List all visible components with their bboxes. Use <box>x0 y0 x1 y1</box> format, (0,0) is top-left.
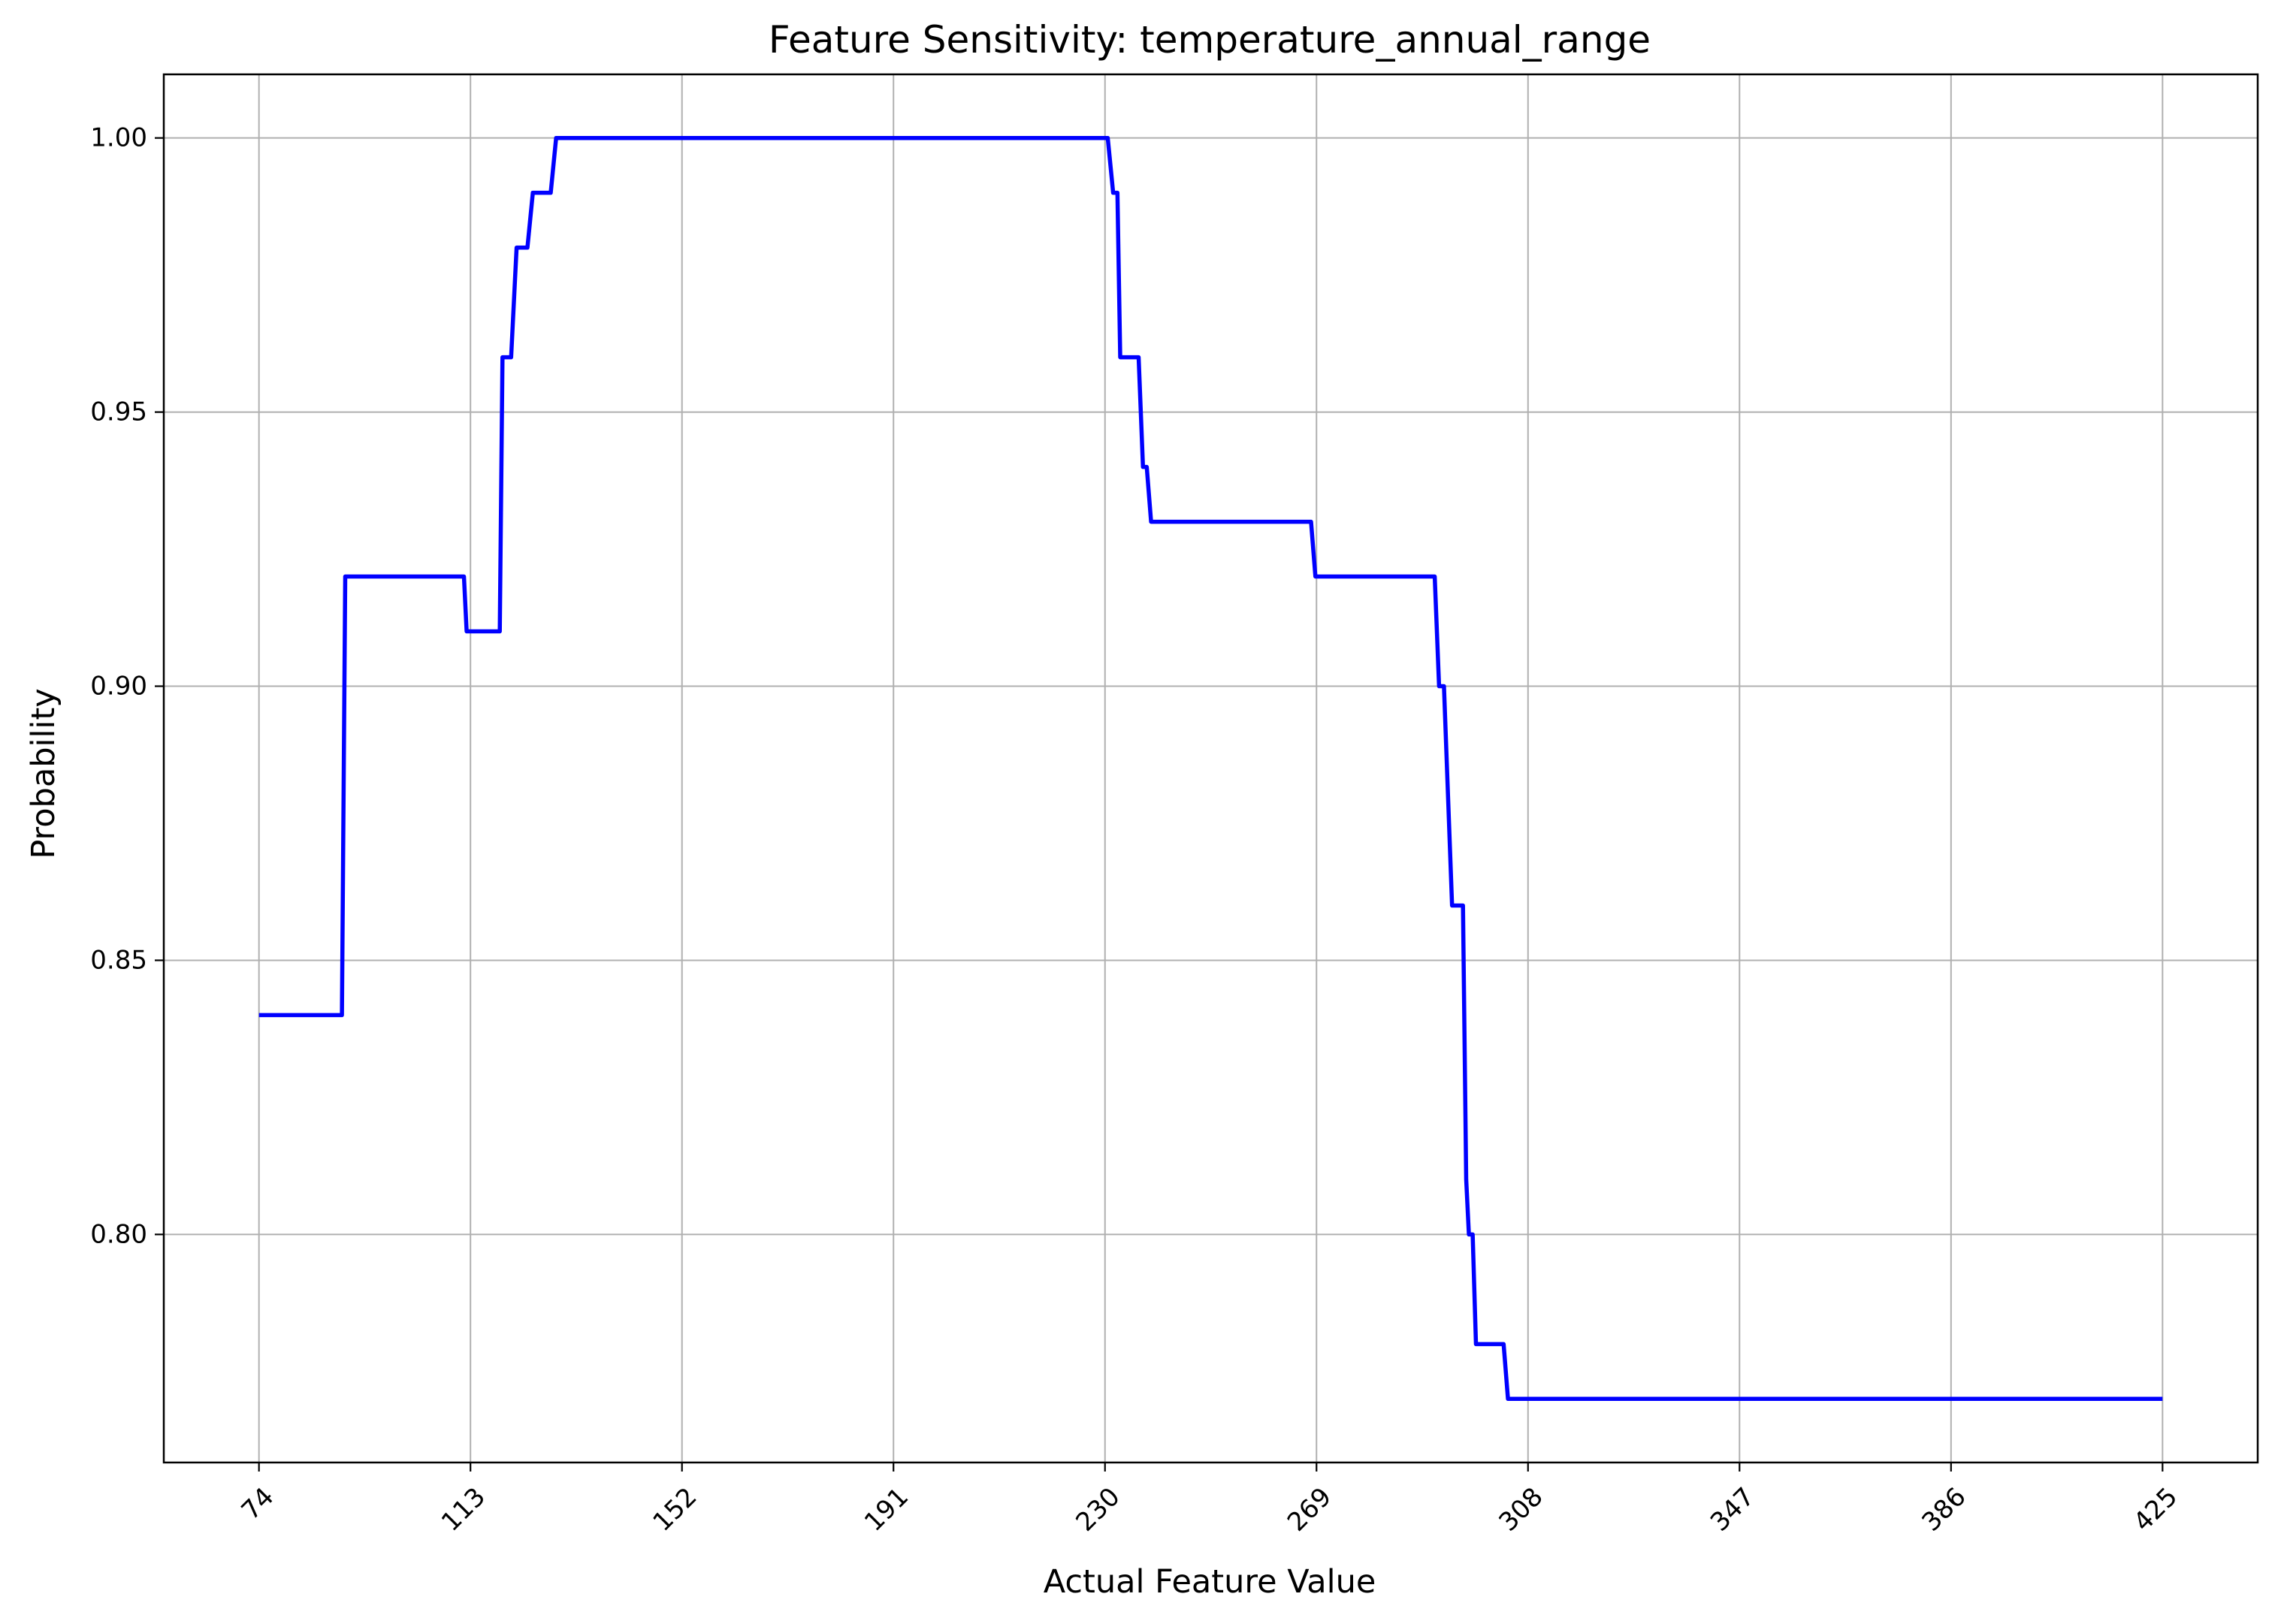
y-tick-label: 0.95 <box>90 397 147 427</box>
y-axis-label: Probability <box>25 688 62 859</box>
series-line <box>258 135 2163 1402</box>
chart-title: Feature Sensitivity: temperature_annual_… <box>769 18 1651 62</box>
tick-marks <box>155 137 2164 1472</box>
grid-lines <box>164 74 2258 1463</box>
y-tick-label: 1.00 <box>90 123 147 153</box>
y-tick-label: 0.80 <box>90 1219 147 1249</box>
y-tick-label: 0.90 <box>90 672 147 702</box>
y-tick-labels: 0.80 0.85 0.90 0.95 1.00 <box>90 123 147 1250</box>
plot-frame <box>162 73 2259 1464</box>
x-axis-label: Actual Feature Value <box>1044 1563 1376 1601</box>
y-tick-label: 0.85 <box>90 945 147 975</box>
series-lines <box>258 135 2163 1402</box>
